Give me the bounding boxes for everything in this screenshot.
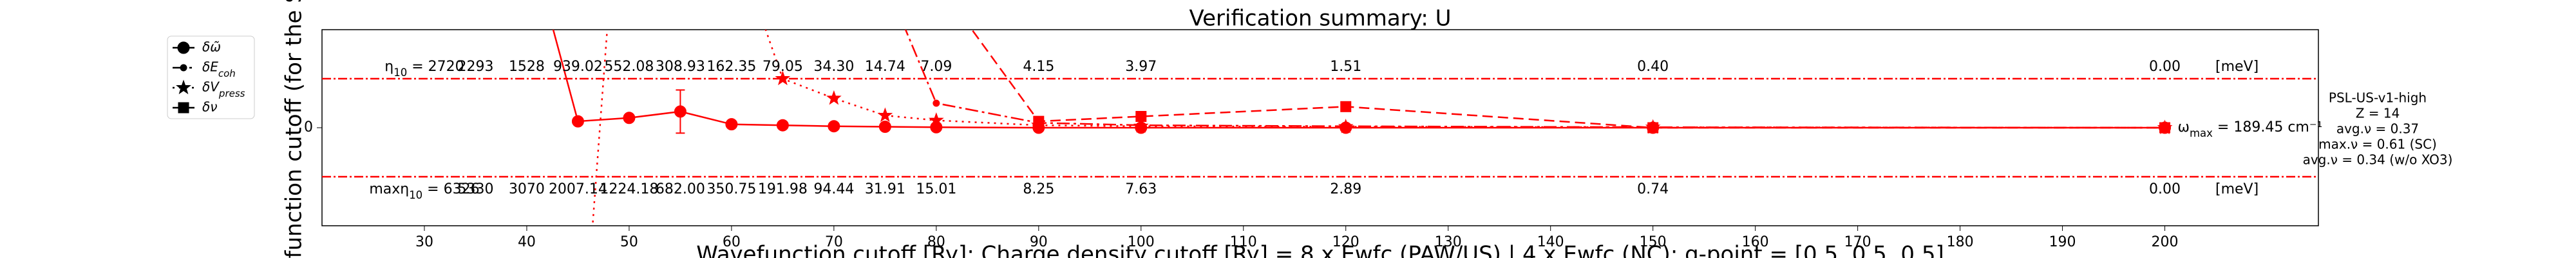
x-tick-label: 130 (1435, 234, 1462, 250)
eta-label: 34.30 (813, 59, 854, 75)
legend-marker (176, 79, 191, 95)
data-point (933, 99, 940, 107)
data-point (1647, 122, 1659, 134)
data-point (623, 112, 636, 124)
info-text: avg.ν = 0.37 (2336, 121, 2419, 137)
chart-title: Verification summary: U (1189, 6, 1452, 32)
x-tick-label: 70 (825, 234, 843, 250)
data-point (878, 120, 891, 133)
eta-label: 4.15 (1023, 59, 1054, 75)
x-tick-label: 30 (415, 234, 433, 250)
data-point (725, 118, 738, 131)
data-point (775, 70, 791, 86)
eta-label: 0.00 (2149, 59, 2181, 75)
error-bar (676, 89, 685, 134)
x-tick-label: 160 (1742, 234, 1769, 250)
eta-label: 162.35 (706, 59, 756, 75)
max-eta-label: 94.44 (813, 181, 854, 197)
legend-marker (178, 102, 189, 114)
max-eta-label: 8.25 (1023, 181, 1054, 197)
info-text: PSL-US-v1-high (2329, 90, 2427, 106)
y-axis-label: Wavefunction cutoff (for the SSSP) (281, 0, 307, 258)
legend-label: δν (202, 99, 217, 115)
x-tick-label: 80 (927, 234, 945, 250)
eta-label: 2293 (457, 59, 493, 75)
max-eta-label: 2007.14 (549, 181, 607, 197)
y-tick-label: 0 (304, 119, 313, 135)
x-tick-label: 100 (1128, 234, 1155, 250)
eta-label: 1528 (509, 59, 545, 75)
max-eta-label: 682.00 (656, 181, 705, 197)
max-eta-label: 3070 (509, 181, 545, 197)
legend-label: δω̃ (202, 39, 221, 55)
eta-label: 552.08 (604, 59, 654, 75)
max-eta-label: 1224.18 (600, 181, 658, 197)
x-tick-label: 90 (1030, 234, 1048, 250)
data-point (1135, 111, 1147, 123)
max-eta-label: 0.74 (1637, 181, 1669, 197)
data-point (1340, 101, 1352, 112)
legend-marker (177, 41, 190, 54)
eta-label: 0.40 (1637, 59, 1669, 75)
max-eta-label: 350.75 (706, 181, 756, 197)
x-tick-label: 180 (1947, 234, 1974, 250)
max-eta-label: 7.63 (1125, 181, 1157, 197)
data-point (1133, 118, 1149, 133)
series-line (971, 30, 2165, 129)
x-tick-label: 170 (1844, 234, 1871, 250)
max-eta-label: 2.89 (1330, 181, 1361, 197)
max-eta-label: 0.00 (2149, 181, 2181, 197)
x-tick-label: 110 (1230, 234, 1257, 250)
data-point (1338, 119, 1354, 134)
unit-label: [meV] (2215, 59, 2259, 75)
legend-box (167, 35, 255, 119)
x-tick-label: 40 (518, 234, 536, 250)
max-eta-label: 191.98 (758, 181, 808, 197)
data-point (826, 90, 842, 105)
x-tick-label: 190 (2049, 234, 2076, 250)
data-point (2159, 122, 2171, 134)
data-point (776, 119, 789, 132)
x-tick-label: 60 (723, 234, 741, 250)
x-tick-label: 50 (620, 234, 638, 250)
info-text: Z = 14 (2356, 106, 2400, 121)
max-eta-label: 5330 (457, 181, 493, 197)
eta-label: 79.05 (762, 59, 803, 75)
eta-label: 939.02 (553, 59, 603, 75)
max-eta-label: 15.01 (916, 181, 956, 197)
data-point (571, 115, 584, 128)
eta-label: 7.09 (920, 59, 952, 75)
eta-label: 14.74 (865, 59, 905, 75)
x-tick-label: 200 (2152, 234, 2179, 250)
data-point (828, 120, 840, 133)
x-tick-label: 120 (1332, 234, 1359, 250)
eta-label: 3.97 (1125, 59, 1157, 75)
info-text: max.ν = 0.61 (SC) (2318, 137, 2437, 152)
x-tick-label: 150 (1640, 234, 1667, 250)
unit-label: [meV] (2215, 181, 2259, 197)
plot-area (322, 30, 2318, 226)
eta-label: 1.51 (1330, 59, 1361, 75)
max-eta-label: 31.91 (865, 181, 905, 197)
legend-marker (180, 64, 187, 72)
data-point (1033, 115, 1045, 127)
info-text: avg.ν = 0.34 (w/o XO3) (2303, 152, 2453, 168)
data-point (877, 107, 893, 123)
x-axis-label: Wavefunction cutoff [Ry]; Charge density… (696, 242, 1944, 258)
x-tick-label: 140 (1537, 234, 1564, 250)
eta-label: 308.93 (656, 59, 705, 75)
series-line (552, 30, 2165, 129)
data-point (928, 112, 944, 127)
